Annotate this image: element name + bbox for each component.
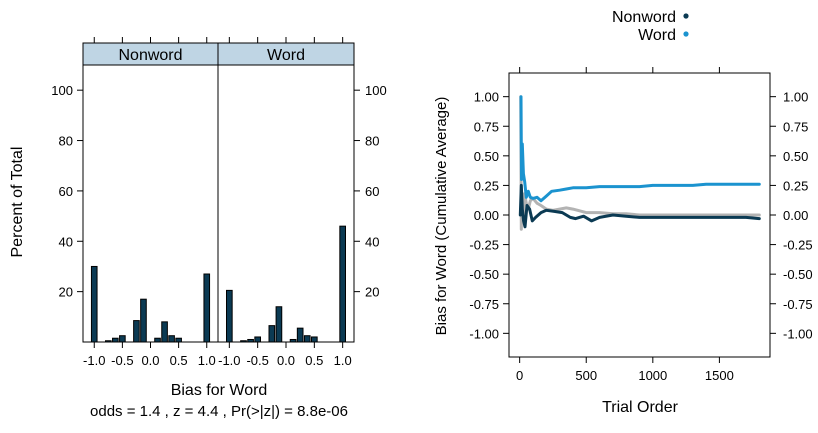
histogram-x-tick-label: 0.5 xyxy=(305,353,323,368)
histogram-y-tick-label-left: 100 xyxy=(51,83,73,98)
histogram-bar xyxy=(339,225,347,343)
histogram-y-tick-label-right: 60 xyxy=(365,184,379,199)
histogram-x-tick-label: -1.0 xyxy=(218,353,240,368)
histogram-bar xyxy=(168,335,175,343)
legend-marker-word xyxy=(683,31,689,37)
histogram-bar xyxy=(112,337,119,343)
strip-label-word: Word xyxy=(267,47,305,64)
histogram-bar xyxy=(133,320,140,343)
histogram-y-tick-label-left: 60 xyxy=(59,184,73,199)
line-x-tick-label: 1500 xyxy=(705,368,734,383)
histogram-x-tick-label: 0.0 xyxy=(277,353,295,368)
series-line-grey xyxy=(519,95,761,231)
line-y-tick-label-right: 0.00 xyxy=(783,208,808,223)
series-line-word xyxy=(519,95,761,203)
line-y-tick-label-left: 0.50 xyxy=(474,149,499,164)
histogram-y-tick-label-right: 100 xyxy=(365,83,387,98)
line-y-tick-label-right: 0.75 xyxy=(783,119,808,134)
histogram-y-tick-label-right: 40 xyxy=(365,234,379,249)
histogram-x-tick-label: 1.0 xyxy=(334,353,352,368)
line-y-tick-label-right: 1.00 xyxy=(783,90,808,105)
histogram-bar xyxy=(311,336,318,343)
histogram-bar xyxy=(226,289,233,343)
line-y-tick-label-right: -1.00 xyxy=(783,326,813,341)
line-y-tick-label-left: -0.50 xyxy=(469,267,499,282)
histogram-y-tick-label-left: 20 xyxy=(59,285,73,300)
histogram-x-tick-label: -1.0 xyxy=(83,353,105,368)
histogram-x-tick-label: 1.0 xyxy=(198,353,216,368)
line-y-tick-label-right: -0.25 xyxy=(783,238,813,253)
line-x-tick-label: 1000 xyxy=(638,368,667,383)
histogram-x-axis-label: Bias for Word xyxy=(171,382,268,399)
line-y-tick-label-left: -1.00 xyxy=(469,326,499,341)
histogram-x-tick-label: 0.0 xyxy=(141,353,159,368)
line-y-tick-label-left: 0.25 xyxy=(474,178,499,193)
line-y-tick-label-right: -0.75 xyxy=(783,297,813,312)
line-y-tick-label-right: 0.25 xyxy=(783,178,808,193)
histogram-bar xyxy=(254,336,261,343)
histogram-footnote: odds = 1.4 , z = 4.4 , Pr(>|z|) = 8.8e-0… xyxy=(90,403,348,420)
series-line-nonword xyxy=(518,183,761,229)
histogram-y-tick-label-right: 80 xyxy=(365,134,379,149)
histogram-bar xyxy=(303,335,311,343)
histogram-bar xyxy=(161,321,168,343)
line-y-tick-label-left: -0.75 xyxy=(469,297,499,312)
histogram-bar xyxy=(275,306,283,343)
line-x-tick-label: 500 xyxy=(575,368,597,383)
histogram-bar xyxy=(268,325,276,343)
legend: Nonword Word xyxy=(612,9,689,44)
histogram-x-tick-label: -0.5 xyxy=(111,353,133,368)
histogram-y-axis-label: Percent of Total xyxy=(9,147,26,258)
line-x-tick-label: 0 xyxy=(516,368,523,383)
line-y-tick-label-right: -0.50 xyxy=(783,267,813,282)
histogram-y-tick-label-right: 20 xyxy=(365,285,379,300)
histogram-y-tick-label-left: 80 xyxy=(59,134,73,149)
histogram-bar xyxy=(90,265,98,343)
histogram-bar xyxy=(175,337,182,343)
histogram-bar xyxy=(203,273,211,343)
line-y-axis-label: Bias for Word (Cumulative Average) xyxy=(433,97,450,336)
histogram-x-tick-label: 0.5 xyxy=(170,353,188,368)
line-chart: Bias for Word (Cumulative Average) Trial… xyxy=(433,9,813,416)
line-y-tick-label-left: -0.25 xyxy=(469,238,499,253)
histogram-bar xyxy=(296,327,304,343)
histogram-x-tick-label: -0.5 xyxy=(246,353,268,368)
histogram-bar xyxy=(154,337,161,343)
line-y-tick-label-left: 0.75 xyxy=(474,119,499,134)
histogram-bar xyxy=(140,298,147,343)
histogram-chart: Percent of Total Bias for Word odds = 1.… xyxy=(9,37,387,420)
legend-marker-nonword xyxy=(683,13,689,19)
line-y-tick-label-left: 0.00 xyxy=(474,208,499,223)
histogram-bar xyxy=(119,335,126,343)
line-y-tick-label-left: 1.00 xyxy=(474,90,499,105)
strip-label-nonword: Nonword xyxy=(118,47,182,64)
histogram-y-tick-label-left: 40 xyxy=(59,234,73,249)
legend-label-word: Word xyxy=(638,27,676,44)
line-y-tick-label-right: 0.50 xyxy=(783,149,808,164)
line-x-axis-label: Trial Order xyxy=(602,399,679,416)
legend-label-nonword: Nonword xyxy=(612,9,676,26)
